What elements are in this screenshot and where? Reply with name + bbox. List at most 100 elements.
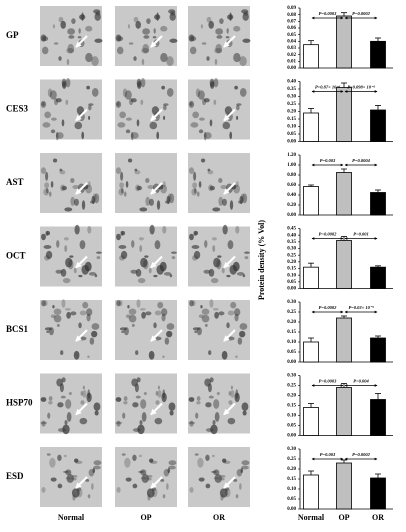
p-value: P=0.001 (353, 232, 368, 237)
gel-spot (58, 56, 62, 61)
y-tick-label: 0.20 (287, 260, 296, 265)
gel-arrow (75, 402, 88, 416)
bar (370, 337, 386, 363)
bar (336, 462, 352, 510)
gel-spot (204, 323, 208, 327)
gel-image (40, 153, 102, 213)
gel-spot (130, 98, 137, 103)
gel-spot (163, 181, 166, 188)
y-tick-label: 0.40 (287, 193, 296, 198)
gel-spot (163, 104, 167, 111)
gel-image (115, 153, 177, 213)
gel-spot (188, 100, 195, 108)
gel-spot (131, 323, 135, 327)
gel-spot (67, 43, 75, 54)
gel-spot (88, 469, 95, 477)
y-tick-label: 0.25 (287, 253, 296, 258)
bar (336, 15, 352, 69)
gel-spot (91, 56, 99, 67)
gel-spot (65, 257, 73, 268)
gel-spot (73, 350, 80, 360)
gel-spot (169, 38, 178, 43)
gel-spot (140, 469, 147, 476)
y-tick-label: 1.20 (287, 153, 296, 158)
gel-spot (214, 47, 223, 54)
gel-spot (74, 458, 79, 463)
gel-spot (73, 198, 79, 206)
gel-spot (134, 170, 141, 175)
gel-spot (214, 311, 219, 319)
x-tick-label: OP (338, 513, 349, 522)
gel-arrow (223, 108, 236, 122)
gel-spot (118, 188, 125, 196)
gel-spot (209, 185, 215, 191)
gel-spot (88, 104, 92, 111)
gel-spot (68, 35, 75, 39)
gel-spot (153, 322, 157, 329)
gel-spot (188, 397, 195, 402)
gel-spot (61, 185, 67, 191)
gel-arrow (75, 329, 88, 342)
gel-spot (167, 193, 172, 202)
gel-spot (217, 255, 222, 258)
gel-spot (201, 308, 210, 315)
gel-spot (236, 181, 239, 188)
gel-spot (161, 392, 167, 403)
gel-spot (241, 465, 249, 470)
gel-spot (41, 487, 46, 493)
gel-spot (213, 399, 220, 409)
gel-arrow (75, 108, 88, 122)
gel-background (115, 79, 177, 140)
gel-spot (78, 322, 82, 329)
bar (370, 266, 386, 289)
gel-spot (79, 310, 87, 316)
gel-spot (79, 417, 88, 425)
gel-spot (56, 323, 60, 327)
gel-spot (116, 102, 120, 106)
gel-spot (166, 323, 175, 330)
gel-spot (65, 77, 71, 88)
gel-spot (57, 483, 63, 489)
y-tick-label: 0.00 (287, 140, 296, 145)
gel-spot (42, 122, 51, 128)
gel-spot (190, 122, 199, 128)
gel-spot (141, 412, 147, 422)
gel-spot (153, 28, 156, 34)
p-value: P=0.0002 (319, 232, 337, 237)
gel-spot (198, 181, 202, 188)
gel-arrow (150, 329, 163, 342)
gel-spot (82, 389, 87, 398)
gel-spot (236, 469, 243, 477)
gel-spot (45, 171, 49, 181)
gel-spot (205, 402, 212, 408)
gel-spot (236, 103, 242, 106)
bar (303, 474, 319, 510)
gel-spot (239, 195, 244, 205)
gel-spot (227, 417, 236, 425)
gel-image (40, 6, 103, 67)
gel-spot (47, 412, 51, 419)
gel-arrow (223, 182, 236, 195)
gel-spot (216, 391, 220, 396)
gel-spot (189, 487, 194, 493)
gel-spot (41, 233, 46, 241)
y-tick-label: 0.15 (287, 330, 296, 335)
gel-spot (93, 402, 101, 411)
gel-spot (209, 299, 214, 308)
gel-spot (212, 308, 219, 311)
y-tick-label: 0.00 (287, 360, 296, 365)
gel-spot (123, 401, 128, 405)
bar (370, 192, 386, 216)
gel-spot (208, 350, 212, 356)
gel-spot (155, 390, 159, 396)
gel-spot (242, 12, 249, 21)
gel-image (115, 373, 177, 435)
gel-spot (169, 193, 175, 204)
gel-spot (239, 323, 248, 330)
row-label: GP (6, 30, 19, 40)
gel-spot (146, 488, 155, 498)
p-value: P=0.0003 (319, 379, 337, 384)
y-tick-label: 0.25 (287, 310, 296, 315)
gel-spot (198, 477, 205, 482)
